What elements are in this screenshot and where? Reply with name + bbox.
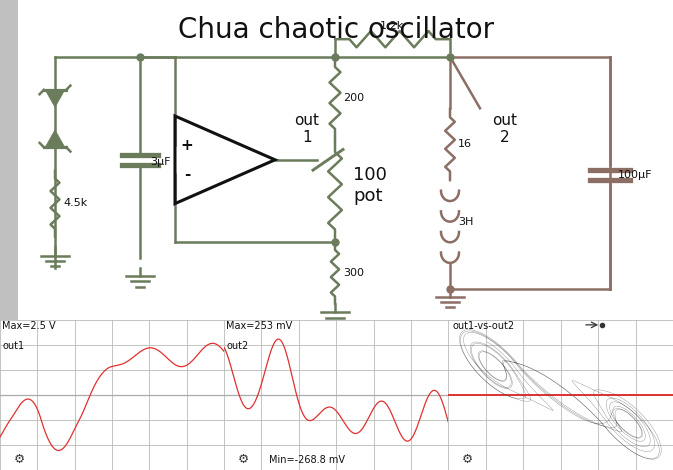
Bar [0, 0, 18, 320]
Text: 300: 300 [343, 268, 364, 278]
Polygon shape [45, 130, 65, 147]
Text: 1.2k: 1.2k [380, 21, 404, 31]
Text: 4.5k: 4.5k [63, 198, 87, 208]
Text: Min=-268.8 mV: Min=-268.8 mV [269, 455, 345, 465]
Text: out
1: out 1 [295, 113, 320, 145]
Text: +: + [180, 138, 193, 153]
Text: 3μF: 3μF [150, 157, 170, 167]
Text: out2: out2 [226, 341, 248, 351]
Text: Chua chaotic oscillator: Chua chaotic oscillator [178, 16, 494, 45]
Polygon shape [45, 90, 65, 107]
Text: -: - [184, 167, 190, 182]
Text: out1-vs-out2: out1-vs-out2 [453, 321, 515, 331]
Text: 200: 200 [343, 93, 364, 103]
Text: Max=253 mV: Max=253 mV [226, 321, 293, 331]
Text: Max=2.5 V: Max=2.5 V [2, 321, 56, 331]
Text: ⚙: ⚙ [238, 453, 249, 465]
Text: 16: 16 [458, 139, 472, 149]
Text: out1: out1 [2, 341, 24, 351]
Text: 100μF: 100μF [618, 170, 653, 180]
Text: out
2: out 2 [493, 113, 518, 145]
Text: 100
pot: 100 pot [353, 166, 387, 205]
Text: 3H: 3H [458, 217, 473, 227]
Text: ⚙: ⚙ [462, 453, 473, 465]
Text: ⚙: ⚙ [13, 453, 25, 465]
